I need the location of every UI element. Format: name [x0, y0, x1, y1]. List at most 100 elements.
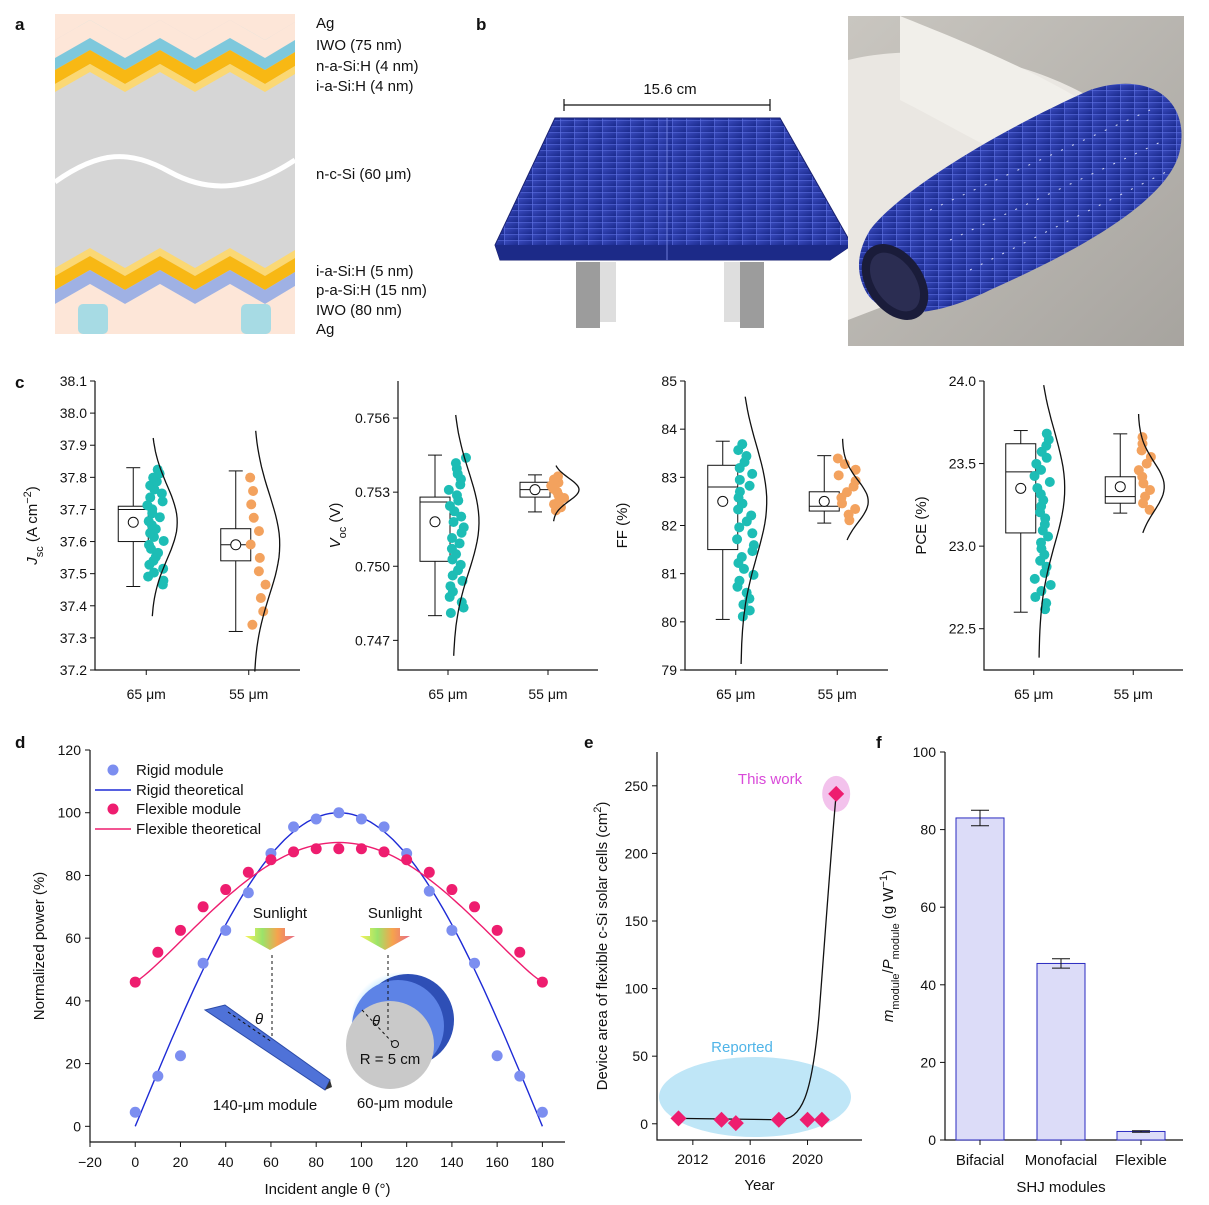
- panel-label-a: a: [15, 15, 25, 34]
- y-tick-label: 84: [661, 421, 677, 437]
- flexible-data-point: [423, 866, 435, 878]
- legend-marker: [107, 764, 119, 776]
- data-point: [156, 488, 167, 499]
- rigid-data-point: [242, 887, 254, 899]
- data-point: [260, 579, 271, 590]
- data-point: [770, 1111, 787, 1128]
- data-point: [154, 512, 165, 523]
- data-point: [458, 522, 469, 533]
- y-tick-label: 50: [632, 1048, 648, 1064]
- y-tick-label: 24.0: [949, 373, 976, 389]
- sunlight-arrow-icon: [360, 928, 410, 950]
- y-tick-label: 37.6: [60, 534, 87, 550]
- x-tick-label: 180: [531, 1154, 555, 1170]
- x-tick-label: 55 μm: [1114, 686, 1153, 702]
- distribution-curve: [453, 414, 480, 656]
- flexible-data-point: [174, 924, 186, 936]
- rigid-data-point: [378, 821, 390, 833]
- flexible-data-point: [514, 946, 526, 958]
- y-tick-label: 60: [920, 899, 936, 915]
- data-point: [670, 1110, 687, 1127]
- x-axis-label: SHJ modules: [1016, 1179, 1105, 1196]
- y-tick-label: 80: [920, 822, 936, 838]
- data-point: [157, 496, 168, 507]
- rigid-data-point: [491, 1050, 503, 1062]
- distribution-curve: [1137, 413, 1165, 534]
- data-point: [447, 533, 458, 544]
- y-tick-label: 23.5: [949, 456, 976, 472]
- y-tick-label: 0.750: [355, 558, 390, 574]
- x-tick-label: 60: [263, 1154, 279, 1170]
- y-tick-label: 81: [661, 566, 677, 582]
- y-tick-label: 37.8: [60, 469, 87, 485]
- data-point: [247, 619, 258, 630]
- rigid-data-point: [514, 1070, 526, 1082]
- data-point: [1144, 504, 1155, 515]
- data-point: [248, 485, 259, 496]
- flexible-data-point: [197, 901, 209, 913]
- bar: [1116, 1130, 1166, 1141]
- bar: [1036, 962, 1086, 1141]
- data-point: [736, 552, 747, 563]
- legend-marker: [107, 803, 119, 815]
- data-point: [744, 480, 755, 491]
- legend-label: Flexible module: [136, 801, 241, 818]
- y-tick-label: 83: [661, 469, 677, 485]
- mean-marker: [717, 495, 729, 507]
- data-point: [446, 543, 457, 554]
- rigid-data-point: [310, 813, 322, 825]
- data-point: [245, 539, 256, 550]
- data-point: [443, 484, 454, 495]
- y-tick-label: 100: [625, 981, 649, 997]
- data-point: [1030, 592, 1041, 603]
- y-tick-label: 22.5: [949, 621, 976, 637]
- data-point: [552, 471, 563, 482]
- data-point: [1029, 470, 1040, 481]
- data-point: [1031, 458, 1042, 469]
- distribution-curve: [254, 430, 281, 672]
- data-point: [445, 607, 456, 618]
- flexible-data-point: [378, 846, 390, 858]
- flexible-data-point: [129, 976, 141, 988]
- y-tick-label: 0: [73, 1118, 81, 1134]
- layer-label: n-a-Si:H (4 nm): [316, 58, 419, 75]
- y-axis-label: PCE (%): [913, 496, 930, 554]
- data-point: [455, 559, 466, 570]
- module-60-label: 60-μm module: [357, 1095, 453, 1112]
- y-tick-label: 40: [920, 977, 936, 993]
- axis-line: [983, 381, 1183, 671]
- mean-marker: [1015, 482, 1027, 494]
- distribution-curve: [841, 438, 869, 541]
- mean-marker: [529, 484, 541, 496]
- data-point: [850, 464, 861, 475]
- data-point: [145, 492, 156, 503]
- x-tick-label: 160: [485, 1154, 509, 1170]
- rigid-data-point: [220, 924, 232, 936]
- y-tick-label: 60: [65, 930, 81, 946]
- x-tick-label: −20: [78, 1154, 102, 1170]
- flexible-data-point: [310, 843, 322, 855]
- rigid-data-point: [536, 1106, 548, 1118]
- panel-label-d: d: [15, 733, 25, 752]
- y-axis-label: Device area of flexible c-Si solar cells…: [592, 802, 611, 1091]
- theta-symbol: θ: [372, 1013, 380, 1030]
- y-tick-label: 200: [625, 845, 649, 861]
- flexible-data-point: [446, 884, 458, 896]
- x-tick-label: 55 μm: [818, 686, 857, 702]
- axis-line: [656, 752, 862, 1141]
- x-tick-label: 0: [131, 1154, 139, 1170]
- flexible-data-point: [491, 924, 503, 936]
- mean-marker: [818, 495, 830, 507]
- y-tick-label: 40: [65, 993, 81, 1009]
- flexible-data-point: [469, 901, 481, 913]
- x-tick-label: 100: [350, 1154, 374, 1170]
- distribution-curve: [552, 465, 580, 522]
- panel-label-b: b: [476, 15, 486, 34]
- x-tick-label: 140: [440, 1154, 464, 1170]
- rigid-data-point: [469, 957, 481, 969]
- y-tick-label: 100: [58, 805, 82, 821]
- flexible-data-point: [401, 854, 413, 866]
- x-tick-label: 55 μm: [229, 686, 268, 702]
- x-tick-label: 20: [173, 1154, 189, 1170]
